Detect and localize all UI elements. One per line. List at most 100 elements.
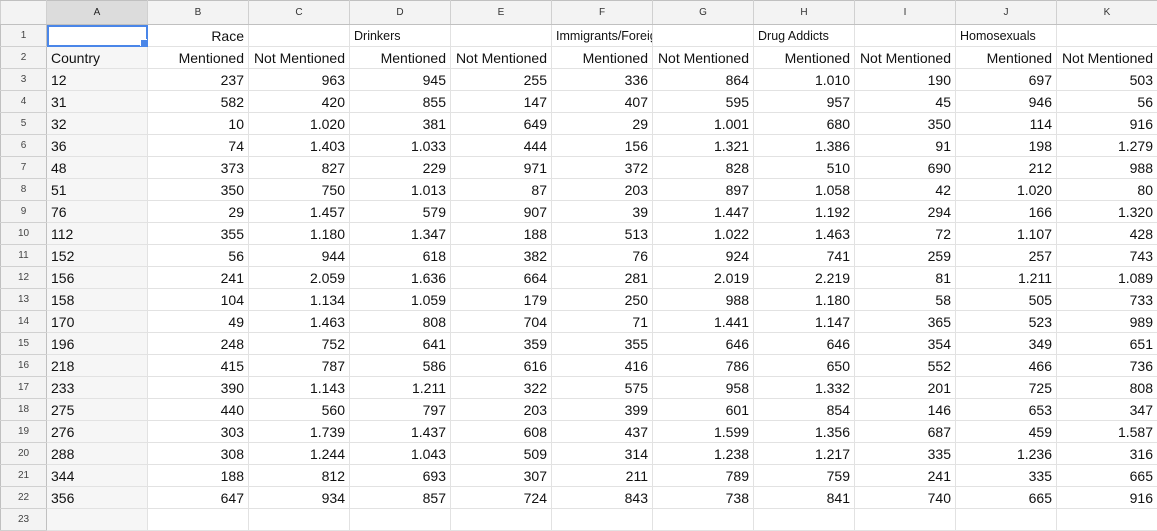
cell-c21[interactable]: 812: [249, 465, 350, 487]
cell-g9[interactable]: 1.447: [653, 201, 754, 223]
column-header-e[interactable]: E: [451, 1, 552, 25]
cell-k20[interactable]: 316: [1057, 443, 1157, 465]
cell-a22[interactable]: 356: [47, 487, 148, 509]
cell-f22[interactable]: 843: [552, 487, 653, 509]
cell-e6[interactable]: 444: [451, 135, 552, 157]
cell-d18[interactable]: 797: [350, 399, 451, 421]
cell-a11[interactable]: 152: [47, 245, 148, 267]
cell-i14[interactable]: 365: [855, 311, 956, 333]
cell-d12[interactable]: 1.636: [350, 267, 451, 289]
cell-i19[interactable]: 687: [855, 421, 956, 443]
cell-g18[interactable]: 601: [653, 399, 754, 421]
cell-a16[interactable]: 218: [47, 355, 148, 377]
cell-d14[interactable]: 808: [350, 311, 451, 333]
cell-d23[interactable]: [350, 509, 451, 531]
cell-a14[interactable]: 170: [47, 311, 148, 333]
cell-c15[interactable]: 752: [249, 333, 350, 355]
cell-c3[interactable]: 963: [249, 69, 350, 91]
cell-e22[interactable]: 724: [451, 487, 552, 509]
column-header-j[interactable]: J: [956, 1, 1057, 25]
cell-h17[interactable]: 1.332: [754, 377, 855, 399]
cell-b7[interactable]: 373: [148, 157, 249, 179]
row-header[interactable]: 17: [1, 377, 47, 399]
cell-c13[interactable]: 1.134: [249, 289, 350, 311]
cell-j2[interactable]: Mentioned: [956, 47, 1057, 69]
cell-f14[interactable]: 71: [552, 311, 653, 333]
cell-c19[interactable]: 1.739: [249, 421, 350, 443]
cell-a5[interactable]: 32: [47, 113, 148, 135]
cell-f4[interactable]: 407: [552, 91, 653, 113]
cell-h10[interactable]: 1.463: [754, 223, 855, 245]
cell-e16[interactable]: 616: [451, 355, 552, 377]
cell-e20[interactable]: 509: [451, 443, 552, 465]
cell-h22[interactable]: 841: [754, 487, 855, 509]
cell-k4[interactable]: 56: [1057, 91, 1157, 113]
cell-a3[interactable]: 12: [47, 69, 148, 91]
cell-c23[interactable]: [249, 509, 350, 531]
row-header[interactable]: 22: [1, 487, 47, 509]
cell-h4[interactable]: 957: [754, 91, 855, 113]
cell-j16[interactable]: 466: [956, 355, 1057, 377]
cell-k18[interactable]: 347: [1057, 399, 1157, 421]
row-header[interactable]: 23: [1, 509, 47, 531]
cell-d6[interactable]: 1.033: [350, 135, 451, 157]
cell-j13[interactable]: 505: [956, 289, 1057, 311]
row-header[interactable]: 19: [1, 421, 47, 443]
column-header-f[interactable]: F: [552, 1, 653, 25]
cell-g7[interactable]: 828: [653, 157, 754, 179]
cell-d5[interactable]: 381: [350, 113, 451, 135]
cell-g6[interactable]: 1.321: [653, 135, 754, 157]
cell-f7[interactable]: 372: [552, 157, 653, 179]
cell-k1[interactable]: [1057, 25, 1157, 47]
cell-g15[interactable]: 646: [653, 333, 754, 355]
cell-a23[interactable]: [47, 509, 148, 531]
cell-a1[interactable]: [47, 25, 148, 47]
cell-k23[interactable]: [1057, 509, 1157, 531]
cell-g11[interactable]: 924: [653, 245, 754, 267]
row-header[interactable]: 5: [1, 113, 47, 135]
cell-i22[interactable]: 740: [855, 487, 956, 509]
cell-f3[interactable]: 336: [552, 69, 653, 91]
row-header[interactable]: 1: [1, 25, 47, 47]
cell-h7[interactable]: 510: [754, 157, 855, 179]
cell-e14[interactable]: 704: [451, 311, 552, 333]
cell-k8[interactable]: 80: [1057, 179, 1157, 201]
cell-i10[interactable]: 72: [855, 223, 956, 245]
cell-b9[interactable]: 29: [148, 201, 249, 223]
fill-handle[interactable]: [140, 39, 148, 47]
cell-k11[interactable]: 743: [1057, 245, 1157, 267]
cell-c14[interactable]: 1.463: [249, 311, 350, 333]
row-header[interactable]: 8: [1, 179, 47, 201]
cell-f18[interactable]: 399: [552, 399, 653, 421]
cell-c8[interactable]: 750: [249, 179, 350, 201]
column-header-h[interactable]: H: [754, 1, 855, 25]
cell-a18[interactable]: 275: [47, 399, 148, 421]
cell-a9[interactable]: 76: [47, 201, 148, 223]
cell-a15[interactable]: 196: [47, 333, 148, 355]
cell-j6[interactable]: 198: [956, 135, 1057, 157]
cell-e8[interactable]: 87: [451, 179, 552, 201]
column-header-i[interactable]: I: [855, 1, 956, 25]
cell-f6[interactable]: 156: [552, 135, 653, 157]
cell-f9[interactable]: 39: [552, 201, 653, 223]
cell-g21[interactable]: 789: [653, 465, 754, 487]
cell-k12[interactable]: 1.089: [1057, 267, 1157, 289]
row-header[interactable]: 12: [1, 267, 47, 289]
cell-b19[interactable]: 303: [148, 421, 249, 443]
cell-i5[interactable]: 350: [855, 113, 956, 135]
cell-b21[interactable]: 188: [148, 465, 249, 487]
cell-k15[interactable]: 651: [1057, 333, 1157, 355]
column-header-k[interactable]: K: [1057, 1, 1157, 25]
row-header[interactable]: 10: [1, 223, 47, 245]
cell-h11[interactable]: 741: [754, 245, 855, 267]
cell-c18[interactable]: 560: [249, 399, 350, 421]
cell-h19[interactable]: 1.356: [754, 421, 855, 443]
cell-i15[interactable]: 354: [855, 333, 956, 355]
cell-a4[interactable]: 31: [47, 91, 148, 113]
cell-a21[interactable]: 344: [47, 465, 148, 487]
cell-b15[interactable]: 248: [148, 333, 249, 355]
cell-d20[interactable]: 1.043: [350, 443, 451, 465]
cell-j19[interactable]: 459: [956, 421, 1057, 443]
cell-d7[interactable]: 229: [350, 157, 451, 179]
cell-e10[interactable]: 188: [451, 223, 552, 245]
